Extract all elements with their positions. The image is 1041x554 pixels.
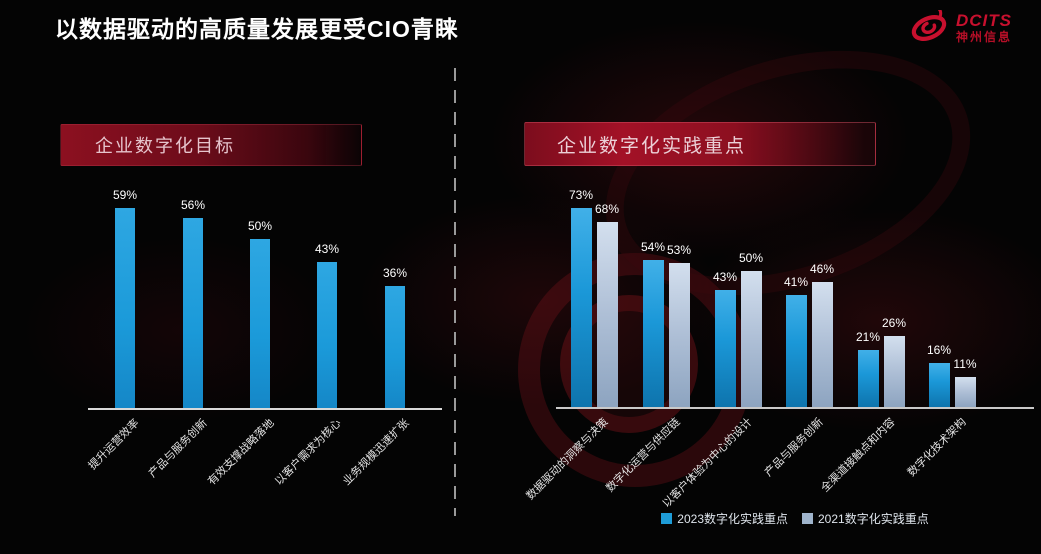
category-label: 数字化技术架构	[905, 416, 969, 480]
bar-产品与服务创新	[183, 218, 203, 408]
logo-brand: DCITS	[956, 11, 1012, 31]
bar-value-label: 73%	[568, 188, 594, 202]
category-label: 提升运营效率	[86, 417, 142, 473]
bar-2023-数字化技术架构	[928, 363, 950, 407]
bar-2023-数据驱动的洞察与决策	[570, 208, 592, 407]
legend-swatch-icon	[661, 513, 673, 524]
bar-value-label: 56%	[180, 198, 206, 212]
bar-提升运营效率	[115, 208, 135, 408]
bar-value-label: 36%	[382, 266, 408, 280]
bar-以客户需求为核心	[317, 262, 337, 408]
company-logo: DCITS 神州信息	[908, 10, 1012, 46]
legend-swatch-icon	[802, 513, 813, 524]
category-label: 以客户需求为核心	[272, 417, 344, 488]
slide-title: 以数据驱动的高质量发展更受CIO青睐	[55, 16, 459, 42]
bar-value-label: 11%	[953, 357, 977, 371]
bar-value-label: 50%	[247, 219, 273, 233]
legend-item: 2023数字化实践重点	[661, 510, 788, 527]
bar-2021-全渠道接触点和内容	[883, 336, 905, 407]
logo-swirl-icon	[911, 10, 947, 41]
digital-practice-chart: 73% 68% 数据驱动的洞察与决策 54% 53% 数字化运营与供应链 43% 50% 以客户…	[524, 188, 1034, 510]
category-label: 产品与服务创新	[762, 416, 826, 480]
category-label: 全渠道接触点和内容	[819, 416, 898, 495]
bar-value-label: 53%	[666, 243, 692, 257]
category-label: 产品与服务创新	[146, 417, 210, 481]
bar-value-label: 50%	[738, 251, 764, 265]
bar-2023-数字化运营与供应链	[642, 260, 664, 407]
bar-value-label: 68%	[594, 202, 620, 216]
category-label: 数据驱动的洞察与决策	[524, 416, 611, 503]
bar-value-label: 41%	[783, 275, 809, 289]
right-chart-header: 企业数字化实践重点	[524, 122, 876, 166]
bar-value-label: 21%	[855, 330, 881, 344]
legend-item: 2021数字化实践重点	[802, 510, 929, 527]
left-chart-header-label: 企业数字化目标	[95, 136, 235, 156]
bar-有效支撑战略落地	[250, 239, 270, 408]
right-chart-header-label: 企业数字化实践重点	[557, 135, 747, 157]
logo-text: DCITS 神州信息	[956, 11, 1013, 44]
logo-subtitle: 神州信息	[956, 29, 1013, 44]
category-label: 业务规模迅速扩张	[340, 417, 412, 488]
category-label: 数字化运营与供应链	[604, 416, 683, 495]
bar-value-label: 43%	[712, 270, 738, 284]
bar-value-label: 43%	[314, 242, 340, 256]
bar-2023-产品与服务创新	[785, 295, 807, 407]
bar-value-label: 46%	[809, 262, 835, 276]
bar-2021-数据驱动的洞察与决策	[596, 222, 618, 407]
left-chart-header: 企业数字化目标	[60, 124, 362, 166]
panel-divider	[454, 68, 456, 516]
category-label: 有效支撑战略落地	[205, 417, 277, 488]
bar-2021-数字化运营与供应链	[668, 263, 690, 407]
legend-label: 2021数字化实践重点	[818, 512, 929, 526]
digital-goals-chart: 59% 提升运营效率 56% 产品与服务创新 50% 有效支撑战略落地 43% 以客户需求为核…	[86, 188, 442, 488]
legend-label: 2023数字化实践重点	[677, 512, 788, 526]
bar-2021-产品与服务创新	[811, 282, 833, 407]
bar-value-label: 16%	[926, 343, 952, 357]
bar-2023-全渠道接触点和内容	[857, 350, 879, 407]
bar-2023-以客户体验为中心的设计	[714, 290, 736, 407]
chart-legend: 2023数字化实践重点 2021数字化实践重点	[556, 510, 1034, 527]
bar-value-label: 59%	[112, 188, 138, 202]
bar-业务规模迅速扩张	[385, 286, 405, 408]
bar-2021-数字化技术架构	[954, 377, 976, 407]
bar-value-label: 26%	[881, 316, 907, 330]
bar-2021-以客户体验为中心的设计	[740, 271, 762, 407]
bar-value-label: 54%	[640, 240, 666, 254]
